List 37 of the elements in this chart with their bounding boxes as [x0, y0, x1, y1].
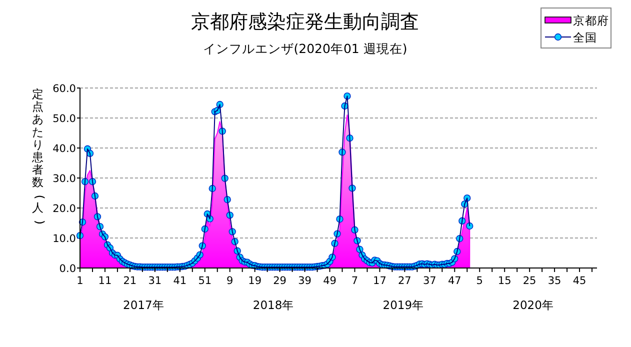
legend-label: 全国 — [573, 30, 597, 44]
y-tick-label: 0.0 — [59, 263, 76, 275]
x-tick-label: 7 — [351, 275, 358, 287]
chart-subtitle: インフルエンザ(2020年01 週現在) — [202, 41, 408, 56]
x-tick-label: 41 — [173, 275, 187, 287]
x-tick-label: 49 — [323, 275, 336, 287]
x-tick-label: 29 — [273, 275, 286, 287]
x-tick-label: 19 — [248, 275, 262, 287]
x-tick-label: 51 — [198, 275, 212, 287]
y-tick-label: 40.0 — [52, 143, 76, 155]
x-tick-label: 27 — [398, 275, 412, 287]
y-tick-label: 50.0 — [52, 113, 76, 125]
text: 2019年 — [382, 298, 424, 312]
x-tick-label: 17 — [373, 275, 386, 287]
y-tick-label: 60.0 — [52, 83, 76, 95]
x-tick-label: 31 — [148, 275, 162, 287]
x-tick-label: 37 — [422, 275, 436, 287]
text: 2018年 — [252, 298, 294, 312]
x-tick-label: 47 — [448, 275, 462, 287]
y-tick-label: 20.0 — [52, 203, 76, 215]
x-tick-label: 9 — [226, 275, 234, 287]
chart-title: 京都府感染症発生動向調査 — [191, 11, 419, 33]
text: 2020年 — [512, 298, 554, 312]
x-tick-label: 35 — [548, 275, 562, 287]
y-tick-label: 10.0 — [52, 233, 76, 245]
x-tick-label: 11 — [98, 275, 112, 287]
y-tick-label: 30.0 — [52, 173, 76, 185]
x-tick-label: 39 — [298, 275, 312, 287]
legend-label: 京都府 — [573, 14, 609, 28]
x-tick-label: 21 — [123, 275, 137, 287]
x-tick-label: 5 — [476, 275, 483, 287]
x-tick-label: 15 — [498, 275, 512, 287]
x-tick-label: 25 — [522, 275, 536, 287]
x-tick-label: 1 — [76, 275, 84, 287]
x-tick-label: 45 — [572, 275, 586, 287]
text: 2017年 — [123, 298, 164, 312]
text: 定点あたり患者数(人) — [32, 87, 47, 224]
